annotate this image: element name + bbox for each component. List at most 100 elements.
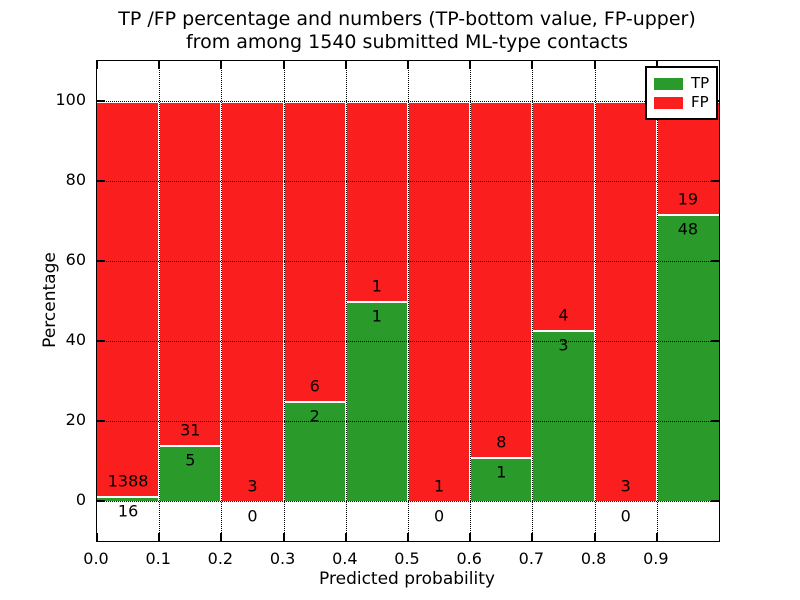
h-gridline bbox=[97, 421, 719, 422]
tp-count-label: 16 bbox=[117, 501, 139, 521]
x-tick-mark bbox=[282, 533, 285, 541]
fp-legend-swatch bbox=[654, 96, 683, 109]
h-gridline bbox=[97, 261, 719, 262]
y-tick-mark-right bbox=[711, 260, 719, 262]
tp-count-label: 2 bbox=[309, 406, 320, 426]
y-tick-mark-right bbox=[711, 420, 719, 422]
x-tick-mark-top bbox=[220, 61, 223, 69]
x-tick-mark-top bbox=[96, 61, 98, 69]
y-tick-mark bbox=[97, 340, 105, 342]
fp-count-label: 1388 bbox=[107, 471, 149, 491]
fp-count-label: 8 bbox=[496, 432, 507, 452]
tp-count-label: 0 bbox=[247, 506, 258, 526]
x-tick-label: 0.8 bbox=[580, 549, 607, 568]
fp-bar-segment bbox=[470, 101, 533, 457]
chart-title-line2: from among 1540 submitted ML-type contac… bbox=[185, 31, 629, 53]
x-tick-mark-top bbox=[593, 61, 596, 69]
tp-count-label: 3 bbox=[558, 335, 569, 355]
x-tick-label: 0.1 bbox=[145, 549, 171, 568]
v-gridline bbox=[532, 61, 534, 541]
fp-bar-segment bbox=[283, 101, 346, 401]
fp-bar-segment bbox=[221, 101, 284, 501]
v-gridline bbox=[594, 61, 596, 541]
tp-count-label: 1 bbox=[496, 462, 507, 482]
tp-count-label: 1 bbox=[371, 306, 382, 326]
y-tick-mark bbox=[97, 180, 105, 182]
fp-bar-segment bbox=[532, 101, 595, 330]
tp-bar-segment bbox=[283, 401, 346, 501]
v-gridline bbox=[283, 61, 285, 541]
fp-bar-segment bbox=[594, 101, 657, 501]
v-gridline bbox=[408, 61, 409, 541]
fp-bar-segment bbox=[345, 101, 408, 301]
tp-legend-swatch bbox=[654, 77, 683, 90]
h-gridline bbox=[97, 501, 719, 502]
x-tick-mark bbox=[531, 533, 534, 541]
tp-count-label: 48 bbox=[677, 219, 699, 239]
v-gridline bbox=[221, 61, 223, 541]
fp-bar-segment bbox=[159, 101, 222, 446]
y-tick-mark-right bbox=[711, 500, 719, 502]
tp-count-label: 5 bbox=[185, 450, 196, 470]
y-tick-mark bbox=[97, 420, 105, 422]
x-tick-mark-top bbox=[469, 61, 472, 69]
x-tick-label: 0.0 bbox=[83, 549, 109, 568]
tp-bar-segment bbox=[345, 301, 408, 501]
y-tick-mark bbox=[97, 260, 105, 262]
y-tick-label: 20 bbox=[65, 410, 86, 429]
legend: TP FP bbox=[645, 66, 719, 120]
x-tick-mark-top bbox=[407, 61, 409, 69]
fp-count-label: 3 bbox=[247, 476, 258, 496]
chart-title: TP /FP percentage and numbers (TP-bottom… bbox=[118, 8, 696, 54]
tp-bar-segment bbox=[656, 214, 719, 501]
fp-count-label: 1 bbox=[434, 476, 445, 496]
tp-bar-segment bbox=[470, 456, 533, 501]
x-tick-mark-top bbox=[655, 61, 658, 69]
y-tick-label: 80 bbox=[65, 170, 86, 189]
x-tick-mark bbox=[220, 533, 223, 541]
y-tick-label: 0 bbox=[75, 490, 86, 509]
x-tick-label: 0.2 bbox=[207, 549, 234, 568]
v-gridline bbox=[159, 61, 161, 541]
fp-count-label: 19 bbox=[677, 189, 699, 209]
y-tick-label: 60 bbox=[65, 250, 86, 269]
fp-count-label: 6 bbox=[309, 376, 320, 396]
h-gridline bbox=[97, 101, 719, 102]
tp-bar-segment bbox=[159, 445, 222, 501]
x-tick-label: 0.6 bbox=[456, 549, 482, 568]
fp-bar-segment bbox=[408, 101, 471, 501]
v-gridline bbox=[656, 61, 658, 541]
fp-count-label: 3 bbox=[620, 476, 631, 496]
y-tick-mark-right bbox=[711, 340, 719, 342]
x-tick-mark bbox=[655, 533, 658, 541]
fp-legend-label: FP bbox=[691, 93, 709, 111]
x-tick-mark bbox=[344, 533, 347, 541]
y-tick-mark bbox=[97, 100, 105, 102]
legend-item-fp: FP bbox=[654, 95, 709, 110]
y-tick-label: 100 bbox=[55, 90, 86, 109]
x-tick-mark bbox=[469, 533, 472, 541]
x-tick-label: 0.3 bbox=[269, 549, 296, 568]
chart-title-line1: TP /FP percentage and numbers (TP-bottom… bbox=[118, 8, 696, 30]
fp-bar-segment bbox=[97, 101, 160, 497]
fp-count-label: 1 bbox=[371, 276, 382, 296]
x-tick-label: 0.9 bbox=[643, 549, 669, 568]
fp-count-label: 31 bbox=[180, 420, 201, 440]
legend-item-tp: TP bbox=[654, 76, 709, 91]
tp-count-label: 0 bbox=[434, 506, 445, 526]
x-axis-title: Predicted probability bbox=[319, 569, 495, 589]
x-tick-mark-top bbox=[158, 61, 161, 69]
y-tick-label: 40 bbox=[65, 330, 86, 349]
x-tick-mark-top bbox=[282, 61, 285, 69]
fp-count-label: 4 bbox=[558, 305, 569, 325]
x-tick-mark-top bbox=[531, 61, 534, 69]
y-tick-mark bbox=[97, 500, 105, 502]
v-gridline bbox=[345, 61, 347, 541]
x-tick-mark bbox=[96, 533, 98, 541]
v-gridline bbox=[470, 61, 472, 541]
x-tick-label: 0.5 bbox=[394, 549, 420, 568]
x-tick-mark-top bbox=[344, 61, 347, 69]
x-tick-label: 0.7 bbox=[518, 549, 545, 568]
x-tick-label: 0.4 bbox=[332, 549, 358, 568]
